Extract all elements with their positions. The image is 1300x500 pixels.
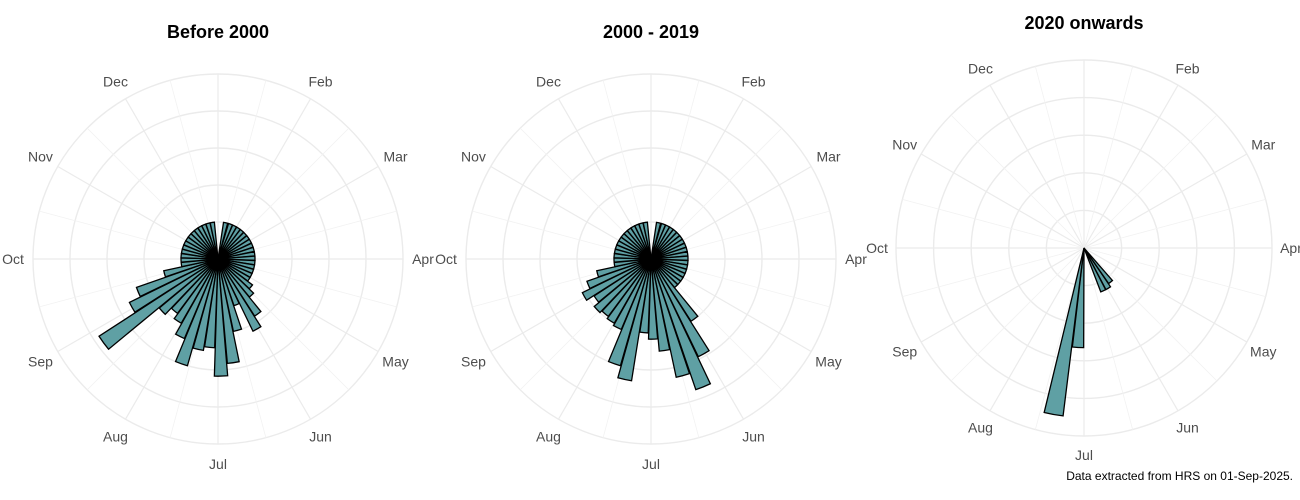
bar-day-167 — [650, 258, 691, 378]
bar-day-251 — [586, 258, 652, 290]
grid-spoke — [989, 84, 1085, 249]
month-label-jun: Jun — [309, 429, 332, 445]
polar-panel-2020-onwards: 2020 onwards Feb Mar Apr May Jun Jul Aug Sep Oct… — [866, 13, 1300, 463]
month-label-dec: Dec — [968, 61, 993, 77]
bar-day-174 — [650, 258, 671, 352]
month-label-feb: Feb — [1175, 61, 1199, 77]
grid-spoke — [989, 247, 1085, 412]
grid-spoke-minor — [1083, 247, 1218, 382]
bar-day-258 — [595, 258, 652, 278]
month-label-aug: Aug — [968, 419, 993, 435]
bar-day-244 — [128, 258, 219, 314]
month-label-jun: Jun — [1176, 419, 1199, 435]
grid-spoke-minor — [1083, 247, 1266, 298]
month-label-apr: Apr — [1280, 240, 1300, 256]
month-label-oct: Oct — [2, 251, 24, 267]
bar-day-356 — [209, 221, 219, 260]
month-label-sep: Sep — [28, 354, 53, 370]
panel-title: 2000 - 2019 — [603, 22, 699, 42]
month-label-apr: Apr — [845, 251, 867, 267]
month-label-feb: Feb — [308, 73, 332, 89]
month-label-apr: Apr — [412, 251, 434, 267]
month-label-nov: Nov — [28, 149, 53, 165]
month-label-jul: Jul — [642, 456, 660, 472]
panel-title: 2020 onwards — [1024, 13, 1143, 33]
month-label-may: May — [382, 354, 408, 370]
bar-day-209 — [174, 258, 219, 340]
bar-day-158 — [1083, 247, 1107, 293]
grid-spoke-minor — [1034, 247, 1085, 430]
grid-spoke-minor — [1083, 114, 1218, 249]
bar-day-193 — [1043, 247, 1085, 417]
grid-spoke-minor — [1083, 66, 1134, 249]
month-label-dec: Dec — [103, 73, 128, 89]
month-label-oct: Oct — [866, 240, 888, 256]
bar-day-181 — [213, 258, 229, 377]
bar-day-174 — [217, 258, 240, 365]
grid-spoke-minor — [902, 198, 1085, 249]
bar-day-153 — [217, 258, 262, 333]
month-label-jul: Jul — [209, 456, 227, 472]
month-label-feb: Feb — [741, 73, 765, 89]
month-label-sep: Sep — [892, 344, 917, 360]
grid-spoke-minor — [1083, 247, 1134, 430]
bar-day-216 — [173, 258, 219, 325]
bar-day-153 — [650, 258, 710, 358]
grid-spoke-minor — [950, 114, 1085, 249]
month-label-nov: Nov — [461, 149, 486, 165]
month-label-may: May — [815, 354, 841, 370]
bar-day-251 — [135, 258, 219, 298]
month-label-aug: Aug — [103, 429, 128, 445]
month-label-jul: Jul — [1075, 447, 1093, 463]
grid-spoke — [1083, 153, 1248, 249]
grid-spoke — [920, 153, 1085, 249]
bar-day-258 — [162, 258, 219, 278]
bar-day-230 — [593, 258, 652, 314]
polar-panel-2000-2019: 2000 - 2019 Feb Mar Apr May Jun Jul Aug Sep Oct N… — [435, 22, 867, 472]
month-label-oct: Oct — [435, 251, 457, 267]
grid-spoke-minor — [1083, 198, 1266, 249]
bar-day-244 — [581, 258, 652, 302]
month-label-dec: Dec — [536, 73, 561, 89]
month-label-may: May — [1250, 344, 1276, 360]
polar-panel-before-2000: Before 2000 Feb Mar Apr May Jun Jul Aug Sep Oct N… — [2, 22, 434, 472]
month-label-mar: Mar — [1251, 137, 1275, 153]
grid-spoke-minor — [1034, 66, 1085, 249]
month-label-mar: Mar — [816, 149, 840, 165]
grid-spoke-minor — [950, 247, 1085, 382]
bar-day-216 — [606, 258, 652, 325]
panel-title: Before 2000 — [167, 22, 269, 42]
month-label-jun: Jun — [742, 429, 765, 445]
grid-spoke — [920, 247, 1085, 343]
bar-day-237 — [98, 258, 219, 351]
data-source-caption: Data extracted from HRS on 01-Sep-2025. — [1066, 469, 1293, 483]
month-label-mar: Mar — [383, 149, 407, 165]
grid-spoke-minor — [902, 247, 1085, 298]
grid-spoke — [1083, 247, 1248, 343]
bar-day-160 — [650, 258, 712, 391]
month-label-sep: Sep — [461, 354, 486, 370]
month-label-aug: Aug — [536, 429, 561, 445]
bar-day-356 — [642, 221, 652, 260]
grid-spoke — [1083, 84, 1179, 249]
month-label-nov: Nov — [892, 137, 917, 153]
